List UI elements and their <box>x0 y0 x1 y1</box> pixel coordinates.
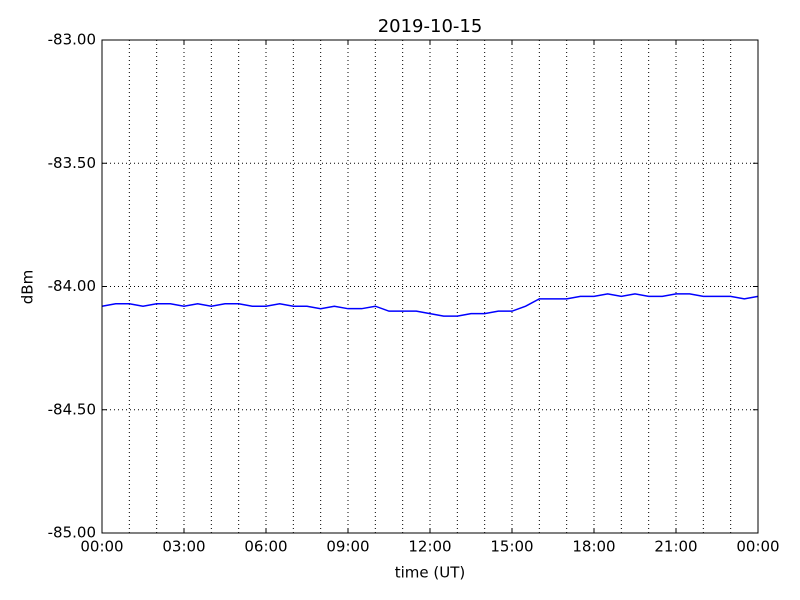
y-tick-label: -84.00 <box>48 277 96 295</box>
y-tick-label: -83.00 <box>48 31 96 49</box>
x-tick-label: 18:00 <box>572 538 615 556</box>
x-tick-label: 03:00 <box>162 538 205 556</box>
x-tick-label: 09:00 <box>326 538 369 556</box>
y-tick-label: -83.50 <box>48 154 96 172</box>
plot-frame <box>101 39 759 534</box>
x-tick-label: 00:00 <box>736 538 779 556</box>
x-tick-label: 15:00 <box>490 538 533 556</box>
x-axis-label: time (UT) <box>395 564 466 582</box>
x-tick-label: 06:00 <box>244 538 287 556</box>
data-line <box>101 293 759 317</box>
x-tick-label: 12:00 <box>408 538 451 556</box>
chart-title: 2019-10-15 <box>378 16 483 37</box>
y-axis-label: dBm <box>19 270 37 304</box>
y-tick-label: -84.50 <box>48 400 96 418</box>
x-tick-label: 21:00 <box>654 538 697 556</box>
y-tick-label: -85.00 <box>48 524 96 542</box>
x-tick-label: 00:00 <box>80 538 123 556</box>
